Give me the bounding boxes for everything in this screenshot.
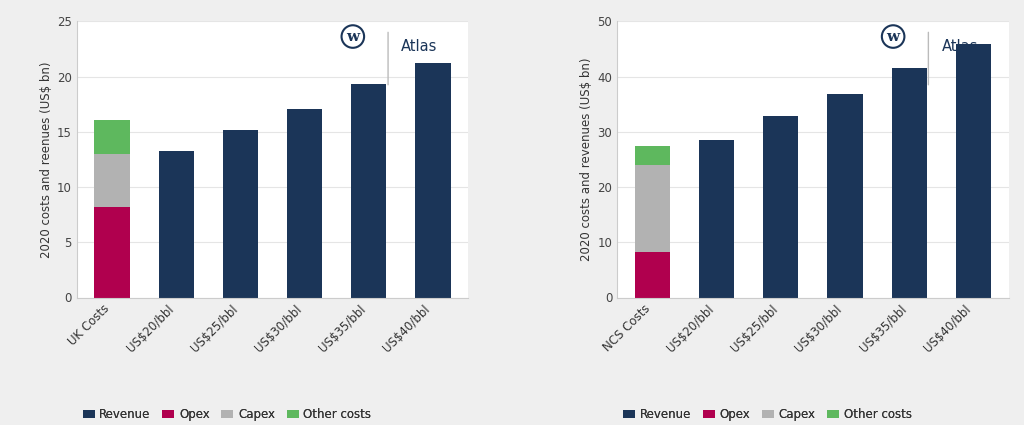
- Y-axis label: 2020 costs and revenues (US$ bn): 2020 costs and revenues (US$ bn): [581, 58, 593, 261]
- Bar: [892, 68, 927, 298]
- Bar: [635, 252, 670, 298]
- Bar: [763, 116, 799, 298]
- Bar: [351, 84, 386, 298]
- Bar: [159, 150, 194, 298]
- Bar: [287, 108, 323, 298]
- Bar: [635, 145, 670, 165]
- Y-axis label: 2020 costs and reenues (US$ bn): 2020 costs and reenues (US$ bn): [40, 61, 53, 258]
- Bar: [699, 140, 734, 298]
- Bar: [955, 45, 991, 298]
- Text: Atlas: Atlas: [401, 39, 437, 54]
- Bar: [416, 63, 451, 298]
- Text: w: w: [346, 30, 359, 43]
- Bar: [94, 207, 130, 298]
- Bar: [94, 154, 130, 207]
- Text: Atlas: Atlas: [941, 39, 978, 54]
- Legend: Revenue, Opex, Capex, Other costs: Revenue, Opex, Capex, Other costs: [623, 408, 911, 421]
- Legend: Revenue, Opex, Capex, Other costs: Revenue, Opex, Capex, Other costs: [83, 408, 372, 421]
- Bar: [94, 119, 130, 154]
- Bar: [223, 130, 258, 298]
- Text: w: w: [887, 30, 900, 43]
- Bar: [827, 94, 862, 298]
- Bar: [635, 165, 670, 252]
